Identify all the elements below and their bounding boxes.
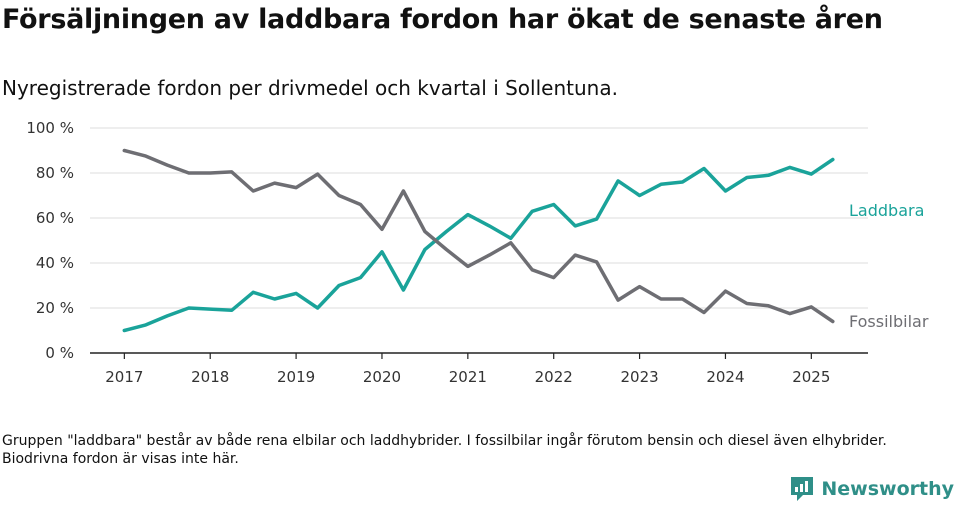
x-tick-label: 2025 <box>792 368 830 386</box>
brand-logo: Newsworthy <box>789 474 954 504</box>
x-tick-label: 2019 <box>277 368 315 386</box>
y-tick-label: 60 % <box>36 209 74 227</box>
brand-name: Newsworthy <box>821 478 954 500</box>
series-line-laddbara <box>122 157 835 333</box>
x-tick-label: 2017 <box>105 368 143 386</box>
x-tick-label: 2020 <box>363 368 401 386</box>
y-tick-label: 100 % <box>26 119 74 137</box>
x-tick-label: 2022 <box>535 368 573 386</box>
series-label-fossilbilar: Fossilbilar <box>849 312 929 331</box>
series-lines <box>122 148 835 333</box>
y-tick-label: 40 % <box>36 254 74 272</box>
y-tick-label: 20 % <box>36 299 74 317</box>
newsworthy-logo-icon <box>791 477 814 501</box>
chart-title: Försäljningen av laddbara fordon har öka… <box>2 4 883 35</box>
line-chart: 0 % 20 % 40 % 60 % 80 % 100 % 2017 2018 2019 202… <box>26 119 929 386</box>
footnote: Gruppen "laddbara" består av både rena e… <box>2 433 887 467</box>
series-line-fossilbilar <box>122 148 835 324</box>
y-tick-label: 0 % <box>45 344 74 362</box>
grid-lines <box>90 127 868 309</box>
y-tick-label: 80 % <box>36 164 74 182</box>
series-label-laddbara: Laddbara <box>849 201 924 220</box>
x-axis-ticks: 2017 2018 2019 2020 2021 2022 2023 2024 2025 <box>90 352 868 386</box>
x-tick-label: 2023 <box>620 368 658 386</box>
series-labels: Laddbara Fossilbilar <box>849 201 929 331</box>
x-tick-label: 2018 <box>191 368 229 386</box>
x-tick-label: 2024 <box>706 368 744 386</box>
x-tick-label: 2021 <box>449 368 487 386</box>
chart-subtitle: Nyregistrerade fordon per drivmedel och … <box>2 76 618 100</box>
y-axis-ticks: 0 % 20 % 40 % 60 % 80 % 100 % <box>26 119 74 362</box>
